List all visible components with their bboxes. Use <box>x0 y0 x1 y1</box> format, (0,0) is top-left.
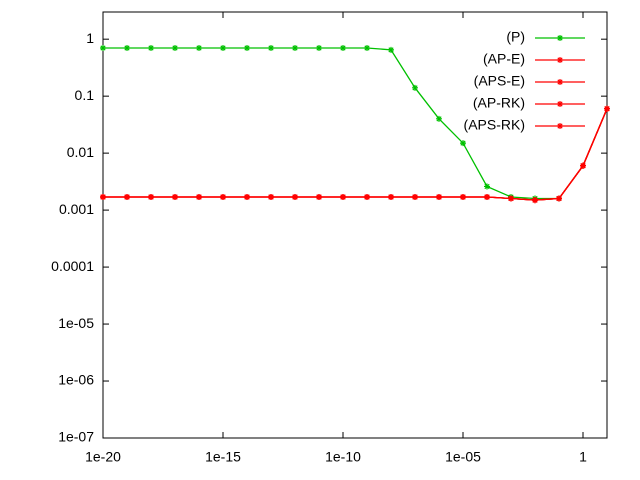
data-point <box>316 193 322 200</box>
data-point <box>220 45 226 52</box>
legend-label: (P) <box>506 29 525 45</box>
data-point <box>100 45 106 52</box>
data-point <box>244 193 250 200</box>
legend-marker <box>557 57 563 63</box>
data-point <box>292 193 298 200</box>
series-line <box>103 108 608 201</box>
data-point <box>148 45 154 52</box>
data-point <box>460 193 466 200</box>
legend-marker <box>557 35 563 41</box>
data-point <box>436 193 442 200</box>
legend-label: (AP-E) <box>483 51 525 67</box>
data-point <box>484 183 490 190</box>
legend-label: (APS-E) <box>474 73 525 89</box>
series-line <box>103 108 608 201</box>
y-tick-label: 0.01 <box>67 144 94 160</box>
data-point <box>508 195 514 202</box>
y-tick-label: 1e-05 <box>58 315 94 331</box>
data-point <box>196 193 202 200</box>
data-point <box>604 105 610 112</box>
data-point <box>340 45 346 52</box>
data-point <box>388 46 394 53</box>
data-point <box>460 140 466 147</box>
series-line <box>103 108 608 201</box>
y-tick-label: 0.0001 <box>51 258 94 274</box>
data-point <box>124 193 130 200</box>
data-point <box>292 45 298 52</box>
data-point <box>412 193 418 200</box>
x-tick-label: 1e-20 <box>85 449 121 465</box>
data-point <box>268 193 274 200</box>
data-point <box>172 193 178 200</box>
data-point <box>412 84 418 91</box>
y-tick-label: 0.001 <box>59 201 94 217</box>
x-tick-label: 1 <box>579 449 587 465</box>
y-tick-label: 1 <box>86 30 94 46</box>
data-point <box>340 193 346 200</box>
x-tick-label: 1e-15 <box>205 449 241 465</box>
data-point <box>100 193 106 200</box>
data-point <box>268 45 274 52</box>
legend-label: (AP-RK) <box>473 95 525 111</box>
data-point <box>484 193 490 200</box>
data-point <box>244 45 250 52</box>
y-tick-label: 1e-06 <box>58 372 94 388</box>
y-tick-label: 0.1 <box>75 87 95 103</box>
data-point <box>196 45 202 52</box>
data-point <box>124 45 130 52</box>
series-line <box>103 108 608 201</box>
legend-label: (APS-RK) <box>464 117 525 133</box>
data-point <box>172 45 178 52</box>
data-point <box>388 193 394 200</box>
x-tick-label: 1e-05 <box>445 449 481 465</box>
data-point <box>220 193 226 200</box>
data-point <box>532 197 538 204</box>
data-point <box>436 115 442 122</box>
x-tick-label: 1e-10 <box>325 449 361 465</box>
data-point <box>148 193 154 200</box>
data-point <box>580 162 586 169</box>
data-point <box>364 45 370 52</box>
data-point <box>316 45 322 52</box>
y-tick-label: 1e-07 <box>58 429 94 445</box>
data-point <box>556 195 562 202</box>
series-line <box>103 47 608 200</box>
legend-marker <box>557 101 563 107</box>
plot-frame <box>102 11 608 439</box>
data-point <box>364 193 370 200</box>
legend-marker <box>557 123 563 129</box>
legend-marker <box>557 79 563 85</box>
